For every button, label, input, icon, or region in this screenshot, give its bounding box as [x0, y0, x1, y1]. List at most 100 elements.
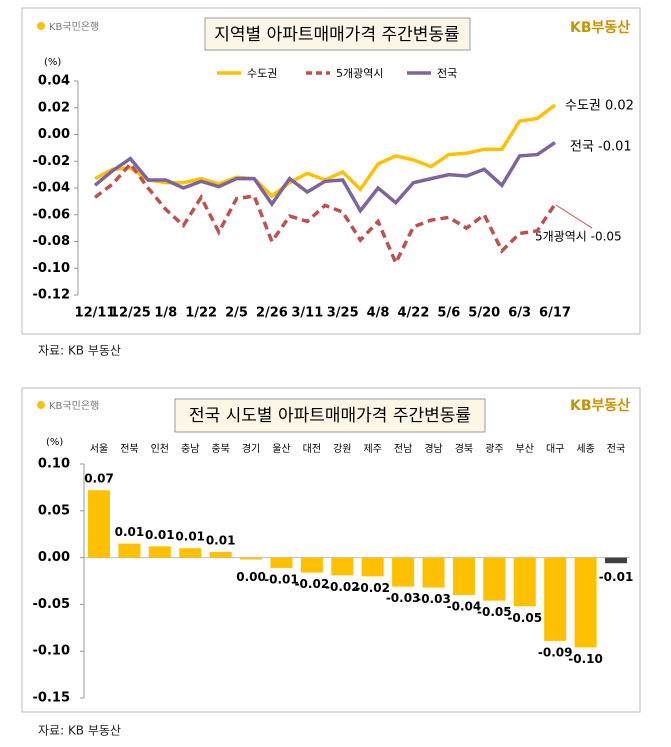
- x-tick-label: 대전: [303, 443, 321, 455]
- chart-title: 지역별 아파트매매가격 주간변동률: [214, 25, 459, 45]
- value-label: -0.02: [325, 580, 360, 594]
- legend-label: 5개광역시: [336, 67, 383, 80]
- value-label: -0.02: [295, 577, 330, 591]
- y-tick-label: -0.05: [33, 597, 70, 612]
- x-tick-label: 광주: [485, 443, 503, 455]
- x-tick-label: 경남: [424, 442, 442, 455]
- value-label: -0.01: [599, 570, 634, 584]
- value-label: -0.09: [538, 645, 573, 659]
- bar: [300, 557, 323, 573]
- bar: [452, 557, 475, 596]
- x-tick-label: 5/20: [468, 306, 500, 321]
- x-tick-label: 경기: [242, 442, 260, 455]
- leader-line: [555, 204, 593, 229]
- x-tick-label: 2/5: [225, 306, 248, 321]
- end-label: 수도권 0.02: [565, 99, 634, 114]
- bar: [422, 557, 445, 588]
- source: 자료: KB 부동산: [38, 344, 121, 358]
- x-tick-label: 전국: [607, 443, 625, 455]
- bar: [270, 557, 293, 568]
- value-label: 0.00: [236, 570, 266, 584]
- bar: [483, 557, 506, 601]
- title-box: [174, 398, 486, 433]
- y-tick-label: -0.10: [33, 261, 70, 276]
- legend-label: 수도권: [247, 67, 277, 80]
- x-tick-label: 충남: [181, 443, 199, 455]
- x-tick-label: 전남: [394, 443, 412, 455]
- source: 자료: KB 부동산: [38, 724, 121, 738]
- value-label: -0.05: [507, 611, 542, 625]
- y-tick-label: -0.02: [33, 154, 70, 169]
- y-tick-label: 0.10: [38, 457, 70, 472]
- x-tick-label: 부산: [516, 443, 534, 455]
- y-tick-label: 0.04: [38, 74, 70, 89]
- bar: [148, 546, 171, 558]
- value-label: 0.01: [115, 525, 145, 539]
- x-tick-label: 2/26: [256, 306, 288, 321]
- y-tick-label: 0.05: [38, 503, 70, 518]
- x-tick-label: 1/22: [185, 306, 217, 321]
- x-tick-label: 세종: [576, 443, 594, 455]
- title-box: [204, 17, 471, 51]
- x-tick-label: 6/3: [508, 306, 531, 321]
- x-tick-label: 충북: [211, 443, 229, 455]
- y-tick-label: -0.06: [33, 207, 70, 222]
- x-tick-label: 5/6: [437, 306, 460, 321]
- end-label: 전국 -0.01: [570, 140, 632, 155]
- bar: [574, 557, 597, 648]
- y-tick-label: -0.08: [33, 234, 70, 249]
- bar: [88, 490, 110, 558]
- value-label: -0.05: [477, 605, 512, 619]
- y-tick-label: -0.04: [33, 181, 70, 196]
- x-tick-label: 경북: [455, 442, 473, 455]
- value-label: 0.01: [145, 528, 175, 542]
- bar: [209, 551, 232, 558]
- series-line: [93, 161, 557, 268]
- bar: [605, 557, 627, 564]
- chart-title: 전국 시도별 아파트매매가격 주간변동률: [189, 406, 471, 426]
- value-label: -0.01: [264, 572, 299, 586]
- value-label: -0.03: [416, 592, 451, 606]
- y-unit: (%): [44, 57, 61, 68]
- y-unit: (%): [46, 437, 63, 448]
- value-label: -0.02: [355, 581, 390, 595]
- logo: KB국민은행: [49, 21, 99, 33]
- y-tick-label: -0.10: [33, 644, 70, 659]
- bar: [392, 557, 415, 587]
- x-tick-label: 4/8: [367, 306, 390, 321]
- y-tick-label: 0.00: [38, 550, 70, 565]
- x-tick-label: 12/25: [110, 306, 151, 321]
- value-label: -0.03: [386, 591, 421, 605]
- value-label: -0.04: [447, 600, 482, 614]
- value-label: 0.01: [175, 530, 205, 544]
- bar: [331, 557, 354, 576]
- chart-frame: [21, 387, 641, 713]
- y-tick-label: 0.02: [38, 100, 70, 115]
- y-tick-label: -0.15: [33, 691, 70, 706]
- bar: [361, 557, 384, 577]
- x-tick-label: 대구: [546, 443, 564, 455]
- legend-label: 전국: [437, 67, 457, 80]
- bar: [118, 543, 141, 558]
- x-tick-label: 4/22: [398, 306, 430, 321]
- x-tick-label: 강원: [333, 443, 351, 455]
- end-label: 5개광역시 -0.05: [535, 230, 622, 244]
- y-tick-label: 0.00: [38, 127, 70, 142]
- y-tick-label: -0.12: [33, 288, 70, 303]
- value-label: 0.07: [84, 472, 114, 486]
- x-tick-label: 제주: [364, 443, 382, 455]
- logo-icon: [37, 401, 45, 409]
- brand: KB부동산: [570, 397, 630, 414]
- bar: [240, 557, 263, 560]
- x-tick-label: 울산: [272, 443, 290, 455]
- x-tick-label: 3/25: [327, 306, 359, 321]
- x-tick-label: 인천: [151, 443, 169, 455]
- value-label: 0.01: [206, 533, 236, 547]
- logo-icon: [37, 22, 45, 30]
- x-tick-label: 12/11: [75, 306, 116, 321]
- bar: [179, 548, 202, 558]
- x-tick-label: 서울: [90, 443, 108, 455]
- brand: KB부동산: [570, 19, 630, 36]
